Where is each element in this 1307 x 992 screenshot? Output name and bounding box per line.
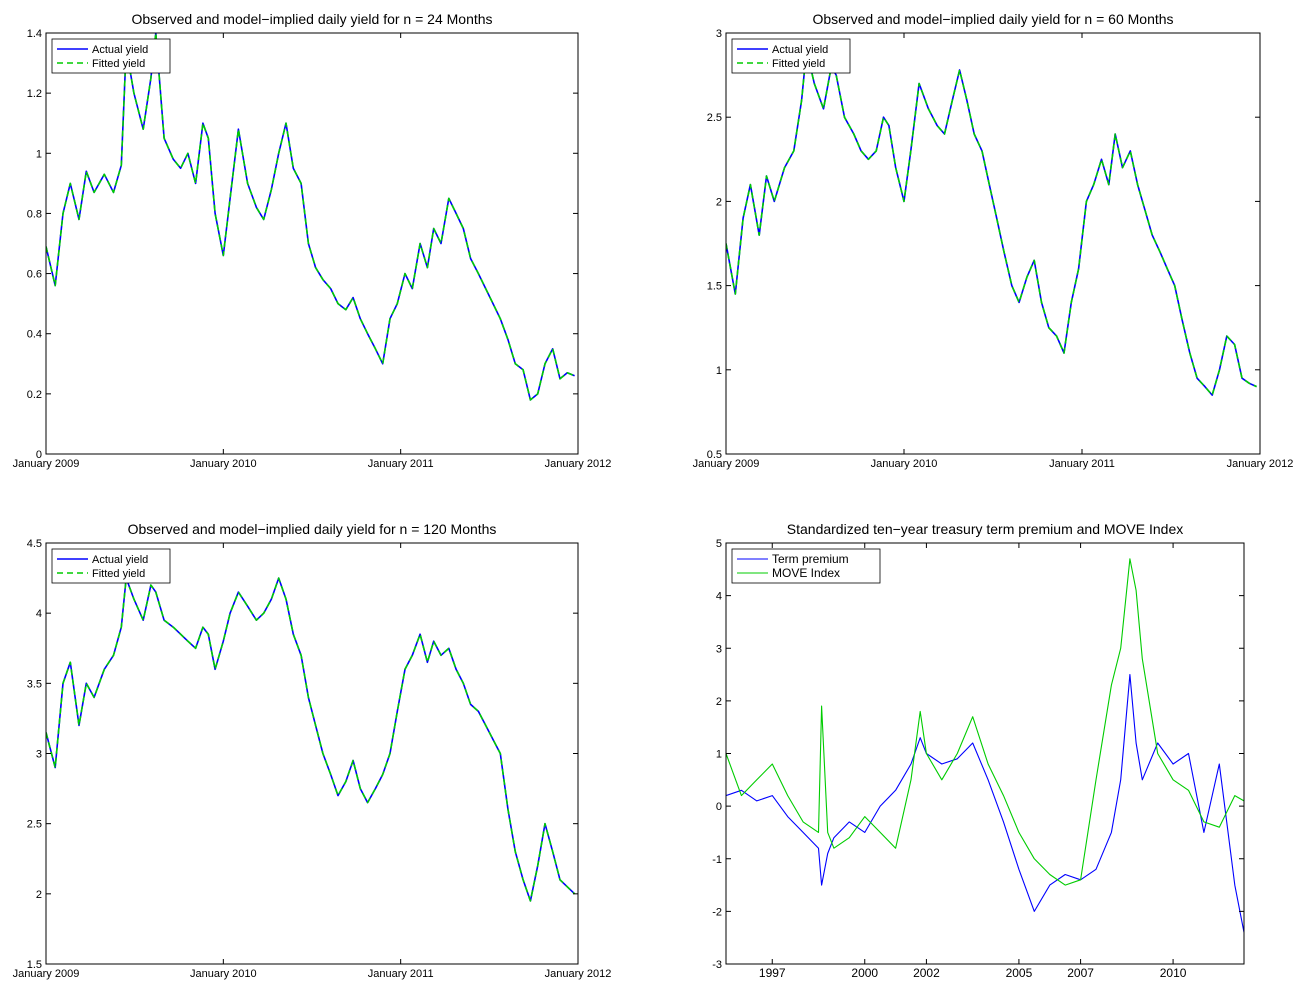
x-tick-label: January 2010 <box>190 968 257 980</box>
x-tick-label: January 2012 <box>1227 458 1294 470</box>
x-tick-label: 2002 <box>913 966 940 980</box>
chart-1: Observed and model−implied daily yield f… <box>13 11 612 470</box>
y-tick-label: 3.5 <box>27 678 42 690</box>
series-group <box>46 33 575 401</box>
y-tick-label: 0.4 <box>27 329 42 341</box>
y-tick-label: 2 <box>716 696 722 708</box>
y-tick-label: -2 <box>712 906 722 918</box>
y-tick-label: 1.5 <box>707 281 722 293</box>
series-group <box>726 558 1244 933</box>
y-tick-label: 0 <box>716 801 722 813</box>
legend-label: Actual yield <box>772 44 828 56</box>
series-group <box>726 48 1257 396</box>
x-tick-label: 2000 <box>851 966 878 980</box>
chart-title: Observed and model−implied daily yield f… <box>128 521 497 537</box>
x-tick-label: January 2009 <box>693 458 760 470</box>
y-tick-label: 4 <box>36 608 42 620</box>
x-tick-label: 1997 <box>759 966 786 980</box>
y-tick-label: 1 <box>716 749 722 761</box>
legend-box <box>731 38 851 74</box>
series-line-fitted-yield <box>46 577 576 902</box>
y-tick-label: 1 <box>716 365 722 377</box>
series-line-fitted-yield <box>46 33 575 401</box>
x-tick-label: January 2010 <box>871 458 938 470</box>
y-tick-label: 5 <box>716 538 722 550</box>
y-tick-label: 1.4 <box>27 28 42 40</box>
series-line-actual-yield <box>46 33 575 401</box>
y-tick-label: 3 <box>36 749 42 761</box>
legend: Actual yield Fitted yield <box>51 548 171 584</box>
legend-box <box>51 38 171 74</box>
x-tick-label: January 2012 <box>545 968 612 980</box>
series-line-term-premium <box>726 674 1244 933</box>
y-tick-label: 2 <box>716 196 722 208</box>
legend-label: Actual yield <box>92 554 148 566</box>
legend-box <box>731 548 881 584</box>
y-tick-label: 0.8 <box>27 208 42 220</box>
chart-2: Observed and model−implied daily yield f… <box>693 11 1294 470</box>
axes-frame <box>45 542 579 965</box>
series-line-fitted-yield <box>726 48 1257 396</box>
series-line-move-index <box>726 558 1244 886</box>
x-tick-label: January 2009 <box>13 968 80 980</box>
y-tick-label: -3 <box>712 959 722 971</box>
x-tick-label: January 2011 <box>368 968 434 980</box>
x-tick-label: January 2010 <box>190 458 257 470</box>
y-tick-label: 0.5 <box>707 449 722 461</box>
chart-4: Standardized ten−year treasury term prem… <box>712 521 1245 980</box>
legend-label: Fitted yield <box>92 568 145 580</box>
legend: Actual yield Fitted yield <box>51 38 171 74</box>
chart-title: Standardized ten−year treasury term prem… <box>787 521 1183 537</box>
x-tick-label: January 2012 <box>545 458 612 470</box>
legend-label: Fitted yield <box>92 58 145 70</box>
y-tick-label: 2.5 <box>707 112 722 124</box>
axes-frame <box>45 32 579 455</box>
legend: Actual yield Fitted yield <box>731 38 851 74</box>
y-tick-label: 0.6 <box>27 269 42 281</box>
y-tick-label: 2.5 <box>27 819 42 831</box>
y-tick-label: 1.5 <box>27 959 42 971</box>
chart-title: Observed and model−implied daily yield f… <box>812 11 1173 27</box>
y-tick-label: 3 <box>716 643 722 655</box>
series-line-actual-yield <box>46 577 576 902</box>
legend-box <box>51 548 171 584</box>
y-tick-label: 0.2 <box>27 389 42 401</box>
y-tick-label: 0 <box>36 449 42 461</box>
x-tick-label: January 2009 <box>13 458 80 470</box>
chart-3: Observed and model−implied daily yield f… <box>13 521 612 980</box>
legend-label: MOVE Index <box>772 566 840 580</box>
series-line-actual-yield <box>726 48 1257 396</box>
y-tick-label: 1.2 <box>27 88 42 100</box>
axes-frame <box>725 32 1261 455</box>
legend-label: Term premium <box>772 552 849 566</box>
x-tick-label: 2010 <box>1160 966 1187 980</box>
x-tick-label: 2005 <box>1006 966 1033 980</box>
y-tick-label: 2 <box>36 889 42 901</box>
legend-label: Fitted yield <box>772 58 825 70</box>
y-tick-label: 3 <box>716 28 722 40</box>
chart-title: Observed and model−implied daily yield f… <box>131 11 492 27</box>
y-tick-label: 4 <box>716 591 722 603</box>
y-tick-label: 4.5 <box>27 538 42 550</box>
x-tick-label: January 2011 <box>368 458 434 470</box>
x-tick-label: 2007 <box>1067 966 1094 980</box>
y-tick-label: 1 <box>36 148 42 160</box>
series-group <box>46 577 576 902</box>
y-tick-label: -1 <box>712 854 722 866</box>
legend-label: Actual yield <box>92 44 148 56</box>
x-tick-label: January 2011 <box>1049 458 1115 470</box>
